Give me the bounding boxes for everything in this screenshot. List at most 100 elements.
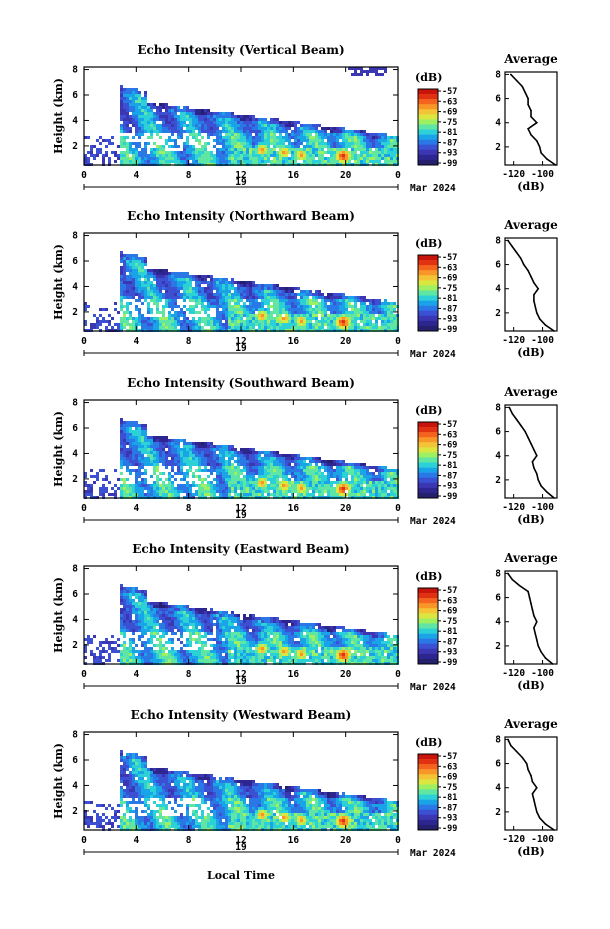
echo-cell (267, 490, 270, 493)
echo-cell (267, 478, 270, 481)
echo-cell (306, 472, 309, 475)
echo-cell (231, 127, 234, 130)
echo-cell (303, 157, 306, 160)
echo-cell (198, 281, 201, 284)
echo-cell (303, 326, 306, 329)
echo-cell (144, 463, 147, 466)
echo-cell (282, 478, 285, 481)
echo-cell (204, 278, 207, 281)
echo-cell (177, 151, 180, 154)
y-tick-label: 8 (72, 398, 78, 409)
echo-cell (129, 266, 132, 269)
echo-cell (243, 160, 246, 163)
echo-cell (291, 323, 294, 326)
echo-cell (357, 326, 360, 329)
echo-cell (288, 317, 291, 320)
echo-cell (306, 487, 309, 490)
echo-cell (294, 323, 297, 326)
echo-cell (204, 445, 207, 448)
echo-cell (192, 130, 195, 133)
echo-cell (195, 154, 198, 157)
echo-cell (234, 293, 237, 296)
echo-cell (147, 154, 150, 157)
echo-cell (351, 493, 354, 496)
echo-cell (129, 439, 132, 442)
echo-cell (312, 130, 315, 133)
echo-cell (246, 124, 249, 127)
echo-cell (183, 157, 186, 160)
echo-cell (273, 320, 276, 323)
echo-cell (168, 154, 171, 157)
echo-cell (171, 448, 174, 451)
echo-cell (387, 484, 390, 487)
echo-cell (255, 133, 258, 136)
echo-cell (318, 466, 321, 469)
echo-cell (90, 323, 93, 326)
echo-cell (147, 439, 150, 442)
echo-cell (318, 130, 321, 133)
echo-cell (93, 635, 96, 638)
echo-cell (273, 493, 276, 496)
echo-cell (315, 457, 318, 460)
echo-cell (336, 151, 339, 154)
echo-cell (384, 148, 387, 151)
echo-cell (366, 314, 369, 317)
echo-cell (312, 493, 315, 496)
echo-cell (201, 121, 204, 124)
profile-point (537, 287, 540, 290)
echo-cell (120, 287, 123, 290)
echo-cell (150, 133, 153, 136)
echo-cell (336, 490, 339, 493)
echo-cell (345, 157, 348, 160)
echo-cell (327, 484, 330, 487)
echo-cell (246, 284, 249, 287)
echo-cell (198, 148, 201, 151)
colorbar-segment (418, 149, 438, 156)
echo-cell (177, 314, 180, 317)
echo-cell (204, 463, 207, 466)
echo-cell (366, 466, 369, 469)
x-tick-label: 20 (340, 170, 352, 181)
echo-cell (120, 97, 123, 100)
echo-cell (279, 142, 282, 145)
echo-cell (162, 472, 165, 475)
echo-cell (315, 490, 318, 493)
echo-cell (303, 311, 306, 314)
echo-cell (306, 133, 309, 136)
echo-cell (258, 314, 261, 317)
echo-cell (144, 127, 147, 130)
echo-cell (168, 454, 171, 457)
echo-cell (309, 160, 312, 163)
echo-cell (261, 148, 264, 151)
echo-cell (153, 269, 156, 272)
echo-cell (180, 127, 183, 130)
echo-cell (210, 323, 213, 326)
echo-cell (219, 469, 222, 472)
echo-cell (165, 154, 168, 157)
echo-cell (207, 445, 210, 448)
echo-cell (141, 659, 144, 662)
echo-cell (204, 317, 207, 320)
echo-cell (144, 430, 147, 433)
echo-cell (141, 103, 144, 106)
echo-cell (189, 460, 192, 463)
echo-cell (309, 463, 312, 466)
echo-cell (207, 481, 210, 484)
echo-cell (204, 148, 207, 151)
echo-cell (276, 490, 279, 493)
echo-cell (306, 142, 309, 145)
echo-cell (177, 484, 180, 487)
echo-cell (246, 475, 249, 478)
profile-y-label: 8 (495, 235, 501, 246)
echo-cell (189, 287, 192, 290)
echo-cell (141, 481, 144, 484)
echo-cell (132, 469, 135, 472)
echo-cell (171, 457, 174, 460)
echo-cell (228, 127, 231, 130)
profile-point (535, 140, 538, 142)
echo-cell (126, 160, 129, 163)
echo-cell (375, 317, 378, 320)
echo-cell (300, 157, 303, 160)
echo-cell (249, 454, 252, 457)
echo-cell (363, 466, 366, 469)
